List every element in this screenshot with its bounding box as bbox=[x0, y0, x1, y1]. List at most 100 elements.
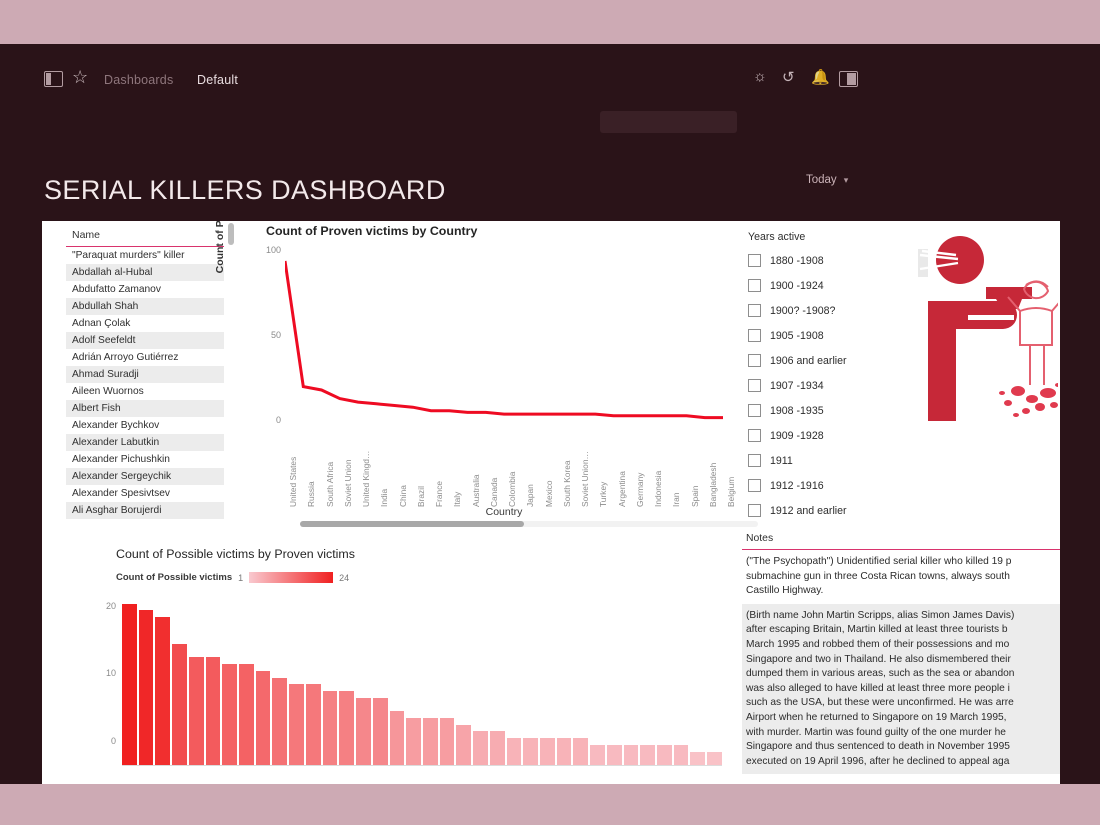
bar[interactable] bbox=[372, 697, 388, 765]
table-row[interactable]: Ali Asghar Borujerdi bbox=[66, 502, 224, 519]
line-chart-x-axis-label: Country bbox=[485, 506, 523, 518]
table-row[interactable]: Abdullah Shah bbox=[66, 298, 224, 315]
scrollbar-thumb[interactable] bbox=[228, 223, 234, 245]
checkbox[interactable] bbox=[748, 329, 761, 342]
years-filter-option[interactable]: 1911 bbox=[748, 448, 928, 473]
checkbox[interactable] bbox=[748, 454, 761, 467]
table-row[interactable]: Alexander Spesivtsev bbox=[72, 488, 170, 499]
bar[interactable] bbox=[138, 610, 154, 765]
table-row[interactable]: Alexander Labutkin bbox=[66, 434, 224, 451]
bar[interactable] bbox=[289, 684, 304, 765]
line-chart-plot-area[interactable] bbox=[285, 249, 723, 421]
bar[interactable] bbox=[690, 751, 706, 765]
checkbox[interactable] bbox=[748, 404, 761, 417]
scrollbar-thumb[interactable] bbox=[300, 521, 524, 527]
table-row[interactable]: Adrián Arroyo Gutiérrez bbox=[72, 352, 179, 363]
checkbox[interactable] bbox=[748, 304, 761, 317]
breadcrumb-dashboards[interactable]: Dashboards bbox=[104, 73, 174, 87]
table-row[interactable]: Adnan Çolak bbox=[72, 318, 131, 329]
years-filter-option[interactable]: 1912 and earlier bbox=[748, 498, 928, 523]
bar[interactable] bbox=[155, 617, 171, 765]
table-row[interactable]: Adolf Seefeldt bbox=[66, 332, 224, 349]
bar[interactable] bbox=[539, 738, 555, 765]
time-range-picker[interactable]: Today ▾ bbox=[806, 174, 848, 186]
panel-right-icon[interactable] bbox=[839, 71, 858, 87]
notes-line: Airport when he returned to Singapore on… bbox=[746, 711, 1007, 723]
names-column-header[interactable]: Name bbox=[66, 225, 224, 247]
bar[interactable] bbox=[422, 717, 438, 765]
checkbox[interactable] bbox=[748, 379, 761, 392]
table-row[interactable]: Abdallah al-Hubal bbox=[66, 264, 224, 281]
bar-series-possible-victims[interactable] bbox=[122, 597, 722, 765]
bar[interactable] bbox=[623, 744, 639, 765]
notes-row[interactable]: (Birth name John Martin Scripps, alias S… bbox=[742, 603, 1060, 775]
bar[interactable] bbox=[523, 738, 538, 765]
bar[interactable] bbox=[389, 711, 405, 765]
bar[interactable] bbox=[556, 738, 572, 765]
bar[interactable] bbox=[205, 657, 221, 765]
years-filter-option[interactable]: 1907 -1934 bbox=[748, 373, 928, 398]
bar[interactable] bbox=[305, 684, 321, 765]
bar[interactable] bbox=[573, 738, 589, 765]
bar[interactable] bbox=[657, 744, 672, 765]
legend-min: 1 bbox=[238, 572, 244, 583]
checkbox[interactable] bbox=[748, 354, 761, 367]
bar[interactable] bbox=[506, 738, 522, 765]
bar[interactable] bbox=[673, 744, 689, 765]
breadcrumb-default[interactable]: Default bbox=[197, 73, 239, 87]
table-row[interactable]: Aileen Wuornos bbox=[72, 386, 144, 397]
notes-row[interactable]: ("The Psychopath") Unidentified serial k… bbox=[742, 550, 1060, 604]
table-row[interactable]: "Paraquat murders" killer bbox=[72, 250, 185, 261]
names-scrollbar[interactable] bbox=[228, 223, 234, 521]
bar[interactable] bbox=[255, 670, 271, 765]
x-tick-label: United Kingd… bbox=[361, 450, 371, 507]
table-row[interactable]: Abdufatto Zamanov bbox=[72, 284, 161, 295]
bar[interactable] bbox=[406, 717, 421, 765]
bar[interactable] bbox=[172, 644, 187, 765]
bar[interactable] bbox=[356, 697, 371, 765]
search-input[interactable] bbox=[600, 111, 737, 133]
checkbox[interactable] bbox=[748, 504, 761, 517]
notes-column-header[interactable]: Notes bbox=[742, 533, 1060, 550]
bell-icon[interactable]: 🔔 bbox=[811, 69, 830, 86]
bar[interactable] bbox=[188, 657, 204, 765]
x-tick-label: Belgium bbox=[726, 476, 736, 507]
bar[interactable] bbox=[272, 677, 288, 765]
bar[interactable] bbox=[439, 717, 455, 765]
years-filter-option[interactable]: 1905 -1908 bbox=[748, 323, 928, 348]
checkbox[interactable] bbox=[748, 279, 761, 292]
table-row[interactable]: Ahmad Suradji bbox=[66, 366, 224, 383]
line-chart-scrollbar[interactable] bbox=[300, 521, 758, 527]
checkbox[interactable] bbox=[748, 429, 761, 442]
bar[interactable] bbox=[707, 751, 722, 765]
table-row[interactable]: Alexander Pichushkin bbox=[72, 454, 170, 465]
star-icon[interactable]: ☆ bbox=[72, 67, 89, 87]
table-row[interactable]: Alexander Bychkov bbox=[72, 420, 160, 431]
bar[interactable] bbox=[489, 731, 505, 765]
bar[interactable] bbox=[339, 691, 355, 765]
bar[interactable] bbox=[473, 731, 488, 765]
bar[interactable] bbox=[640, 744, 655, 765]
sun-icon[interactable]: ☼ bbox=[753, 68, 767, 85]
gun-arm bbox=[928, 301, 1017, 421]
history-icon[interactable]: ↺ bbox=[782, 69, 795, 86]
years-filter-option[interactable]: 1906 and earlier bbox=[748, 348, 928, 373]
bar[interactable] bbox=[456, 724, 472, 765]
bar[interactable] bbox=[322, 691, 338, 765]
bar[interactable] bbox=[606, 744, 622, 765]
panel-icon[interactable] bbox=[44, 71, 63, 87]
years-filter-option[interactable]: 1909 -1928 bbox=[748, 423, 928, 448]
table-row[interactable]: Albert Fish bbox=[66, 400, 224, 417]
checkbox[interactable] bbox=[748, 479, 761, 492]
years-filter-option[interactable]: 1912 -1916 bbox=[748, 473, 928, 498]
checkbox[interactable] bbox=[748, 254, 761, 267]
bar[interactable] bbox=[239, 664, 254, 765]
bar[interactable] bbox=[222, 664, 238, 765]
bar[interactable] bbox=[590, 744, 605, 765]
years-filter-option[interactable]: 1880 -1908 bbox=[748, 248, 928, 273]
years-filter-option[interactable]: 1900? -1908? bbox=[748, 298, 928, 323]
years-filter-option[interactable]: 1908 -1935 bbox=[748, 398, 928, 423]
bar[interactable] bbox=[122, 603, 137, 765]
years-filter-option[interactable]: 1900 -1924 bbox=[748, 273, 928, 298]
table-row[interactable]: Alexander Sergeychik bbox=[66, 468, 224, 485]
